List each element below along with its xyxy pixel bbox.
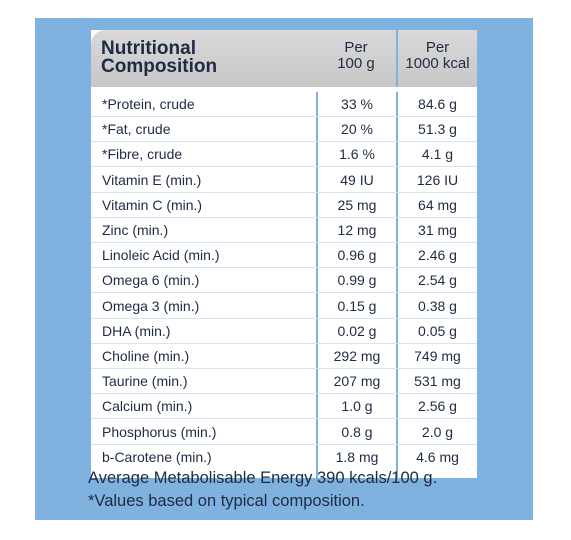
column-divider [316,92,318,478]
row-divider [91,267,477,269]
value-per-100g: 0.99 g [337,272,377,289]
value-per-1000kcal: 749 mg [414,348,461,364]
value-per-100g: 49 IU [340,171,374,188]
energy-note: Average Metabolisable Energy 390 kcals/1… [88,469,438,487]
header-per-100g-line1: Per [344,39,368,56]
value-per-1000kcal: 2.56 g [418,398,457,415]
nutrient-name: *Protein, crude [102,96,195,112]
table-row: Phosphorus (min.) 0.8 g 2.0 g [91,420,477,445]
table-row: Taurine (min.) 207 mg 531 mg [91,369,477,395]
nutrient-name: Linoleic Acid (min.) [102,247,220,264]
header-title-line2: Composition [101,56,218,77]
nutrient-name: Vitamin E (min.) [102,171,202,188]
nutrition-panel: Nutritional Composition Per 100 g Per 10… [35,18,533,520]
value-per-1000kcal: 64 mg [418,196,457,213]
table-row: Vitamin E (min.) 49 IU 126 IU [91,168,477,193]
table-header: Nutritional Composition Per 100 g Per 10… [91,30,477,87]
row-divider [91,342,477,344]
value-per-1000kcal: 0.05 g [418,322,457,339]
table-row: *Protein, crude 33 % 84.6 g [91,92,477,117]
value-per-1000kcal: 126 IU [416,171,459,188]
value-per-100g: 0.8 g [341,423,373,440]
value-per-1000kcal: 84.6 g [418,96,457,112]
header-per-1000kcal: Per 1000 kcal [398,30,477,87]
header-per-1000kcal-line1: Per [425,39,450,56]
header-title: Nutritional Composition [91,30,316,87]
header-title-line1: Nutritional [101,38,196,59]
row-divider [91,393,477,395]
table-row: Choline (min.) 292 mg 749 mg [91,344,477,369]
table-body: *Protein, crude 33 % 84.6 g *Fat, crude 20 %… [91,92,477,478]
nutrient-name: *Fat, crude [102,121,171,138]
row-divider [91,166,477,168]
nutrient-name: Vitamin C (min.) [102,196,203,213]
value-per-100g: 292 mg [333,348,381,364]
row-divider [91,292,477,294]
nutrient-name: Phosphorus (min.) [102,423,217,440]
value-per-100g: 1.8 mg [335,448,379,465]
value-per-1000kcal: 4.1 g [421,146,454,163]
table-row: Omega 6 (min.) 0.99 g 2.54 g [91,268,477,294]
table-row: b-Carotene (min.) 1.8 mg 4.6 mg [91,445,477,470]
value-per-100g: 0.15 g [337,297,377,314]
typical-composition-note: *Values based on typical composition. [88,492,365,510]
nutrient-name: *Fibre, crude [102,146,183,163]
nutrient-name: b-Carotene (min.) [102,448,212,465]
value-per-1000kcal: 2.0 g [421,423,454,440]
nutrient-name: DHA (min.) [102,322,171,339]
value-per-1000kcal: 0.38 g [418,297,457,314]
value-per-1000kcal: 2.54 g [418,272,457,289]
table-row: Linoleic Acid (min.) 0.96 g 2.46 g [91,243,477,269]
table-row: Calcium (min.) 1.0 g 2.56 g [91,394,477,420]
table-row: *Fibre, crude 1.6 % 4.1 g [91,142,477,168]
value-per-100g: 33 % [341,96,373,112]
footnotes: Average Metabolisable Energy 390 kcals/1… [88,467,518,513]
row-divider [91,191,477,193]
column-divider [396,92,398,478]
value-per-100g: 1.0 g [341,398,373,415]
value-per-1000kcal: 2.46 g [418,247,457,264]
table-row: Omega 3 (min.) 0.15 g 0.38 g [91,294,477,319]
value-per-1000kcal: 31 mg [418,222,457,238]
row-divider [91,418,477,420]
value-per-1000kcal: 51.3 g [418,121,457,138]
row-divider [91,116,477,117]
row-divider [91,141,477,143]
row-divider [91,443,477,445]
value-per-100g: 25 mg [337,196,377,213]
header-per-100g: Per 100 g [316,30,396,87]
header-per-1000kcal-line2: 1000 kcal [405,55,470,72]
row-divider [91,242,477,243]
table-row: *Fat, crude 20 % 51.3 g [91,117,477,143]
nutrient-name: Omega 6 (min.) [102,272,200,289]
row-divider [91,368,477,369]
table-row: Vitamin C (min.) 25 mg 64 mg [91,193,477,218]
nutrient-name: Choline (min.) [102,348,190,364]
nutrient-name: Zinc (min.) [102,222,169,238]
header-per-100g-line2: 100 g [337,55,375,72]
nutrient-name: Taurine (min.) [102,373,188,390]
value-per-100g: 12 mg [337,222,377,238]
value-per-1000kcal: 4.6 mg [416,448,459,465]
value-per-100g: 20 % [341,121,373,138]
value-per-1000kcal: 531 mg [414,373,461,390]
table-row: Zinc (min.) 12 mg 31 mg [91,218,477,243]
row-divider [91,317,477,319]
value-per-100g: 0.02 g [337,322,377,339]
value-per-100g: 1.6 % [339,146,375,163]
table-row: DHA (min.) 0.02 g 0.05 g [91,319,477,344]
value-per-100g: 207 mg [333,373,381,390]
header-divider [396,30,398,87]
value-per-100g: 0.96 g [337,247,377,264]
nutrient-name: Omega 3 (min.) [102,297,200,314]
nutrition-table: Nutritional Composition Per 100 g Per 10… [91,30,477,478]
row-divider [91,216,477,218]
nutrient-name: Calcium (min.) [102,398,193,415]
